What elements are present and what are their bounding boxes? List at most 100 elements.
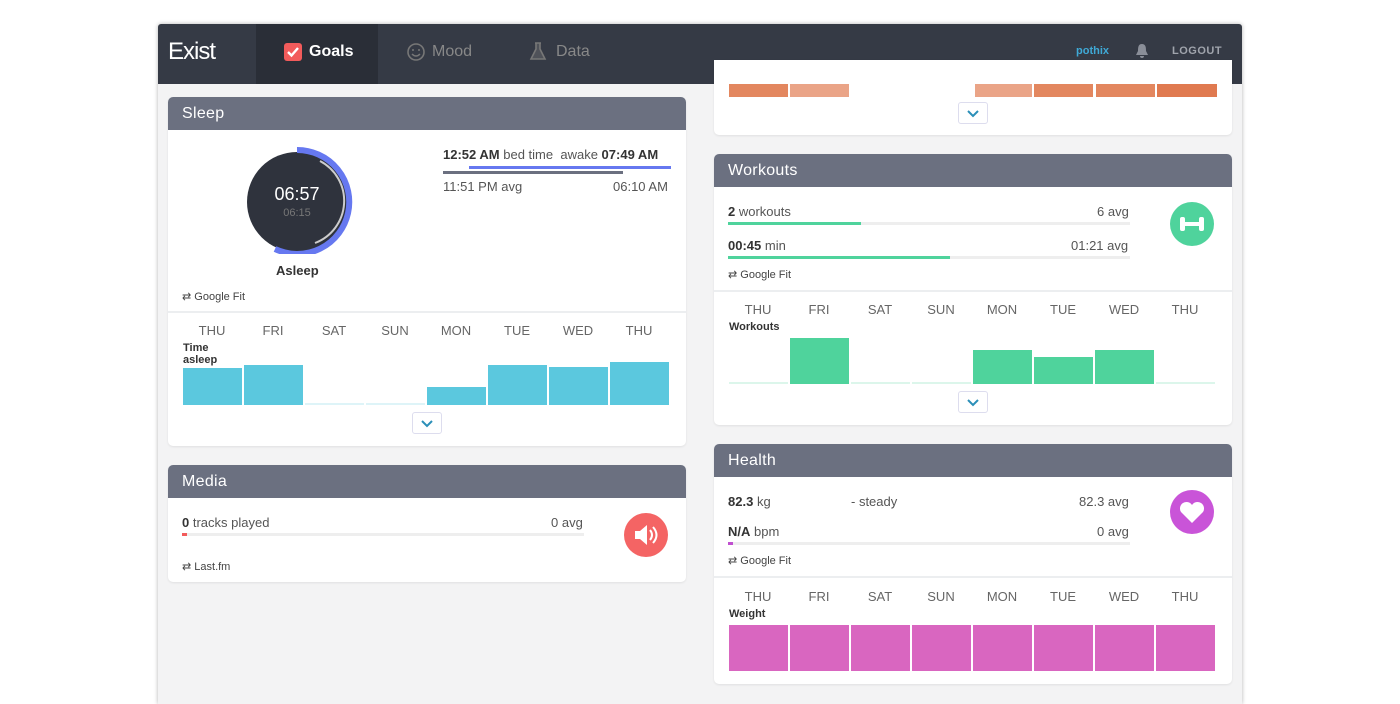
bar [366,403,425,405]
bar [973,350,1032,384]
partial-bars [729,84,1217,97]
media-avg: 0 avg [551,515,583,530]
bar [973,625,1032,671]
health-icon [1170,490,1214,534]
x-tick-label: MON [986,302,1018,317]
tab-active[interactable]: Goals [256,24,378,84]
row-avg: 6 avg [1097,204,1129,219]
progress [728,222,1130,225]
source: ⇄ Google Fit [728,269,792,281]
source: ⇄ Google Fit [182,291,246,303]
bar [183,368,242,405]
x-tick-label: FRI [262,323,284,338]
x-tick-label: SAT [867,589,893,604]
row-avg: 82.3 avg [1079,494,1129,509]
x-tick-label: WED [1108,302,1140,317]
workout-icon [1170,202,1214,246]
x-tick-label: THU [1171,589,1199,604]
nav-bar: Exist Goals Mood Data pothix LOGOUT [158,24,1242,84]
sleep-clock: 06:57 06:15 [247,146,353,254]
progress [728,256,1130,259]
workouts-card: Workouts 2 workouts 6 avg 00:45 min 01:2… [714,154,1232,425]
source: ⇄ Google Fit [728,555,792,567]
x-tick-label: WED [1108,589,1140,604]
bar [1034,625,1093,671]
progress [182,533,584,536]
x-tick-label: FRI [808,589,830,604]
username[interactable]: pothix [1076,45,1109,57]
card-title: Workouts [714,154,1232,187]
bed-avg: 11:51 PM avg [443,179,523,194]
bar [1095,350,1154,384]
row: N/A bpm [728,524,780,539]
bar [427,387,486,405]
x-tick-label: WED [562,323,594,338]
progress [728,542,1130,545]
bar [1156,625,1215,671]
bar [790,338,849,384]
logo[interactable]: Exist [168,38,216,65]
x-tick-label: THU [1171,302,1199,317]
media-card: Media 0 tracks played 0 avg ⇄ Last.fm [168,465,686,582]
x-tick-label: SAT [867,302,893,317]
x-tick-label: THU [625,323,653,338]
row: 2 workouts [728,204,791,219]
media-icon [624,513,668,557]
bar [244,364,303,405]
bell-icon[interactable] [1135,43,1149,59]
bar [1095,625,1154,671]
tab-label[interactable]: Data [556,43,590,60]
chart-title: Workouts [729,321,780,333]
x-tick-label: THU [744,589,772,604]
x-tick-label: SUN [927,589,955,604]
asleep-time: 06:57 [274,184,319,204]
chart-title: Weight [729,608,766,620]
x-tick-label: MON [986,589,1018,604]
row: 82.3 kg [728,494,771,509]
bed-row: 12:52 AM bed time awake 07:49 AM [443,147,659,162]
bar [790,625,849,671]
row-avg: 01:21 avg [1071,238,1129,253]
logout[interactable]: LOGOUT [1172,45,1223,57]
asleep-avg: 06:15 [283,207,311,219]
bar [729,625,788,671]
bar [549,366,608,405]
bar [912,625,971,671]
expand-button[interactable] [958,391,988,413]
asleep-label: Asleep [276,263,319,278]
bar [729,382,788,384]
tab-label[interactable]: Mood [432,43,473,60]
x-tick-label: FRI [808,302,830,317]
x-tick-label: THU [198,323,226,338]
x-tick-label: MON [440,323,472,338]
bar [851,625,910,671]
source: ⇄ Last.fm [182,561,231,573]
card-title: Health [714,444,1232,477]
bar [1156,382,1215,384]
media-row: 0 tracks played [182,515,270,530]
bar [851,382,910,384]
x-tick-label: SUN [381,323,409,338]
x-tick-label: TUE [504,323,530,338]
card-title: Media [168,465,686,498]
row: 00:45 min [728,238,786,253]
x-tick-label: THU [744,302,772,317]
row-note: - steady [851,494,898,509]
bar [912,382,971,384]
awake-avg: 06:10 AM [613,179,668,194]
goals-icon [284,43,302,61]
tab-label: Goals [309,43,354,60]
sleep-card: Sleep 06:57 06:15 Asleep 12:52 AM bed ti… [168,97,686,446]
expand-button[interactable] [412,412,442,434]
sleep-range [469,166,671,169]
expand-button[interactable] [958,102,988,124]
bar [488,365,547,405]
bar [1034,357,1093,384]
chart-title: Time asleep [183,342,218,366]
card-partial [714,60,1232,135]
x-tick-label: TUE [1050,589,1076,604]
row-avg: 0 avg [1097,524,1129,539]
card-title: Sleep [168,97,686,130]
bar [610,362,669,405]
